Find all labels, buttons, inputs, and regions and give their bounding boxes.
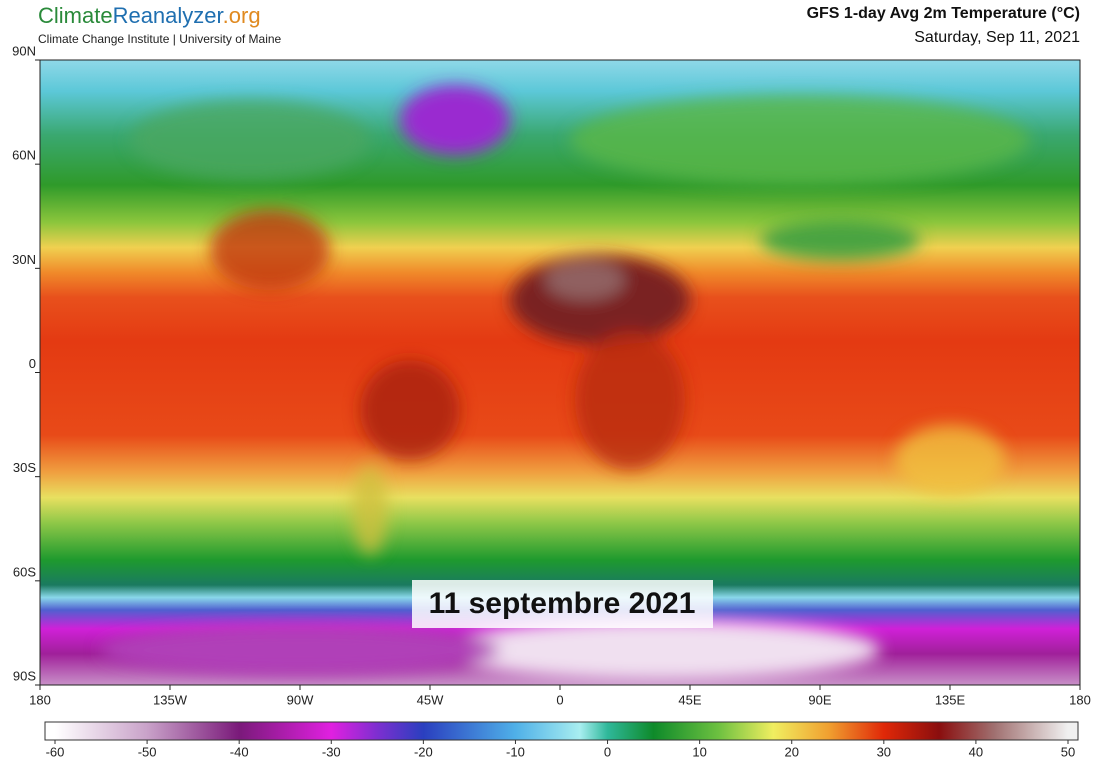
colorbar-label: 50: [1061, 744, 1075, 759]
logo-part: Reanalyzer: [113, 3, 224, 28]
lon-label: 180: [1069, 692, 1091, 707]
lat-label: 90N: [12, 43, 36, 58]
colorbar-label: 10: [692, 744, 706, 759]
lat-label: 0: [29, 356, 36, 371]
logo-part: Climate: [38, 3, 113, 28]
lon-label: 45W: [417, 692, 444, 707]
lat-label: 90S: [13, 668, 36, 683]
overlay-box: [412, 580, 713, 628]
lon-label: 90W: [287, 692, 314, 707]
lon-label: 0: [556, 692, 563, 707]
colorbar-label: -50: [138, 744, 157, 759]
lat-label: 60N: [12, 148, 36, 163]
colorbar-label: -20: [414, 744, 433, 759]
colorbar-label: -30: [322, 744, 341, 759]
colorbar: [44, 721, 1079, 741]
title: GFS 1-day Avg 2m Temperature (°C): [807, 5, 1080, 22]
overlay-text: 11 septembre 2021: [429, 587, 696, 620]
logo-part: .org: [223, 3, 261, 28]
lon-label: 180: [29, 692, 51, 707]
subtitle: Climate Change Institute | University of…: [38, 32, 282, 46]
colorbar-label: 30: [877, 744, 891, 759]
colorbar-label: 0: [604, 744, 611, 759]
lon-label: 135E: [935, 692, 966, 707]
date: Saturday, Sep 11, 2021: [914, 29, 1080, 46]
lon-label: 90E: [808, 692, 831, 707]
colorbar-label: 20: [784, 744, 798, 759]
colorbar-label: -40: [230, 744, 249, 759]
lon-label: 135W: [153, 692, 188, 707]
lon-label: 45E: [678, 692, 701, 707]
logo: ClimateReanalyzer.org: [38, 3, 261, 28]
colorbar-label: -10: [506, 744, 525, 759]
colorbar-label: 40: [969, 744, 983, 759]
continents: [100, 85, 1030, 680]
lat-label: 30S: [13, 460, 36, 475]
colorbar-label: -60: [46, 744, 65, 759]
lat-label: 30N: [12, 252, 36, 267]
lat-label: 60S: [13, 564, 36, 579]
